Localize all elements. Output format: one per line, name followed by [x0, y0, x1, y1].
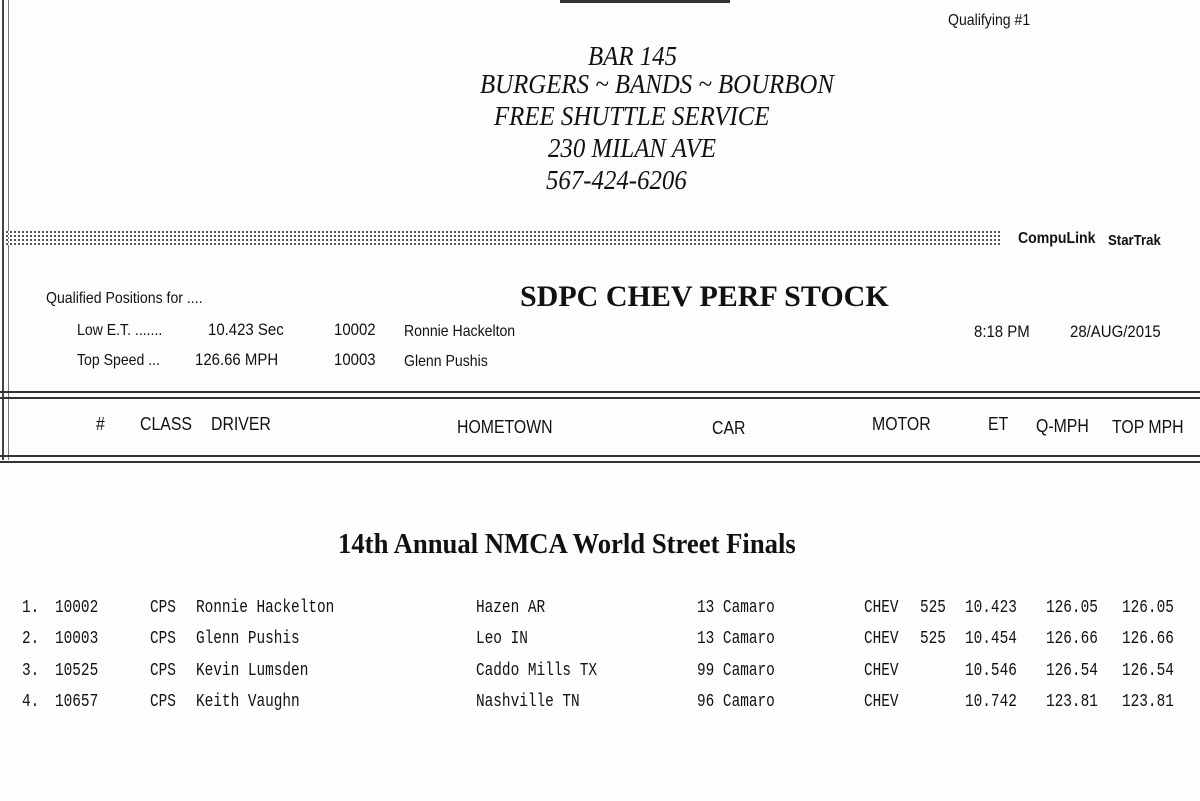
cell-qmph: 126.66: [1046, 629, 1098, 649]
top-speed-id: 10003: [334, 350, 376, 369]
col-header-hometown: HOMETOWN: [457, 417, 553, 437]
cell-qmph: 123.81: [1046, 692, 1098, 712]
cell-et: 10.742: [965, 692, 1017, 712]
print-time: 8:18 PM: [974, 322, 1030, 341]
cell-class: CPS: [150, 598, 176, 618]
header-top-rule: [0, 391, 1200, 399]
cell-topmph: 126.54: [1122, 661, 1174, 681]
col-header-class: CLASS: [140, 414, 192, 434]
cell-motor: CHEV: [864, 598, 899, 618]
cell-et: 10.454: [965, 629, 1017, 649]
col-header-driver: DRIVER: [211, 414, 271, 434]
cell-et: 10.546: [965, 661, 1017, 681]
cell-cid: 525: [920, 629, 946, 649]
cell-num: 10002: [55, 598, 99, 618]
ad-line-2: BURGERS ~ BANDS ~ BOURBON: [480, 69, 834, 99]
cell-driver: Kevin Lumsden: [196, 661, 309, 681]
cell-topmph: 126.05: [1122, 598, 1174, 618]
cell-pos: 1.: [22, 598, 40, 618]
cell-qmph: 126.54: [1046, 661, 1098, 681]
cell-class: CPS: [150, 661, 176, 681]
low-et-value: 10.423 Sec: [208, 320, 284, 339]
cell-driver: Keith Vaughn: [196, 692, 300, 712]
cell-class: CPS: [150, 629, 176, 649]
header-bottom-rule: [0, 455, 1200, 463]
cell-et: 10.423: [965, 598, 1017, 618]
col-header-motor: MOTOR: [872, 414, 931, 434]
cell-car: 99 Camaro: [697, 661, 775, 681]
top-speed-value: 126.66 MPH: [195, 350, 279, 369]
col-header-topmph: TOP MPH: [1112, 417, 1184, 437]
event-title: 14th Annual NMCA World Street Finals: [338, 528, 796, 560]
qualified-label: Qualified Positions for ....: [46, 290, 203, 307]
cell-motor: CHEV: [864, 661, 899, 681]
cell-qmph: 126.05: [1046, 598, 1098, 618]
left-border: [2, 0, 9, 460]
cell-driver: Ronnie Hackelton: [196, 598, 335, 618]
cell-pos: 2.: [22, 629, 40, 649]
cell-topmph: 126.66: [1122, 629, 1174, 649]
top-speed-driver: Glenn Pushis: [404, 353, 488, 370]
cell-car: 96 Camaro: [697, 692, 775, 712]
cell-topmph: 123.81: [1122, 692, 1174, 712]
compulink-brand: CompuLink: [1018, 230, 1096, 247]
qualifying-label: Qualifying #1: [948, 12, 1031, 29]
ad-line-4: 230 MILAN AVE: [548, 133, 717, 163]
col-header-pos: #: [96, 414, 105, 434]
col-header-qmph: Q-MPH: [1036, 416, 1089, 436]
dotted-separator: [6, 231, 1002, 245]
col-header-et: ET: [988, 414, 1009, 434]
cell-pos: 4.: [22, 692, 40, 712]
cell-motor: CHEV: [864, 692, 899, 712]
class-title: SDPC CHEV PERF STOCK: [520, 280, 889, 313]
cell-driver: Glenn Pushis: [196, 629, 300, 649]
cell-num: 10657: [55, 692, 99, 712]
low-et-label: Low E.T. .......: [77, 322, 163, 339]
cell-car: 13 Camaro: [697, 598, 775, 618]
cell-hometown: Caddo Mills TX: [476, 661, 597, 681]
cell-hometown: Nashville TN: [476, 692, 580, 712]
cell-hometown: Hazen AR: [476, 598, 546, 618]
cell-car: 13 Camaro: [697, 629, 775, 649]
cell-num: 10003: [55, 629, 99, 649]
cell-motor: CHEV: [864, 629, 899, 649]
cell-num: 10525: [55, 661, 99, 681]
startrak-brand: StarTrak: [1108, 232, 1161, 249]
cell-hometown: Leo IN: [476, 629, 528, 649]
print-date: 28/AUG/2015: [1070, 322, 1161, 341]
top-speed-label: Top Speed ...: [77, 352, 160, 369]
cell-class: CPS: [150, 692, 176, 712]
low-et-driver: Ronnie Hackelton: [404, 323, 516, 340]
low-et-id: 10002: [334, 320, 376, 339]
top-edge-mark: [560, 0, 730, 3]
ad-line-1: BAR 145: [588, 41, 677, 71]
ad-line-5: 567-424-6206: [546, 165, 687, 195]
cell-pos: 3.: [22, 661, 40, 681]
ad-line-3: FREE SHUTTLE SERVICE: [494, 101, 770, 131]
col-header-car: CAR: [712, 418, 746, 438]
cell-cid: 525: [920, 598, 946, 618]
